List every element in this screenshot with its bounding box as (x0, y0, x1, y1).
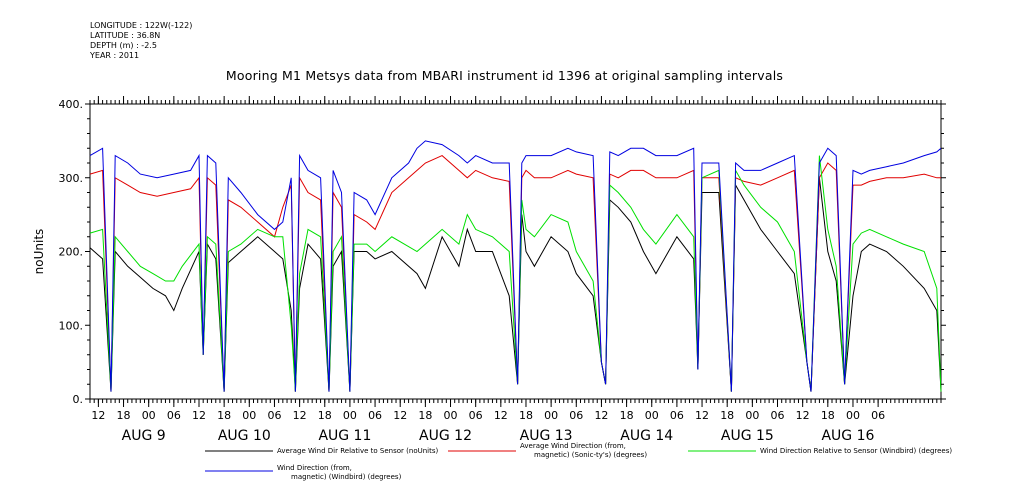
x-day-label: AUG 14 (620, 428, 673, 444)
y-tick-label: 300. (59, 172, 84, 185)
year-text: YEAR : 2011 (90, 51, 140, 60)
x-tick-label: 06 (469, 409, 483, 422)
x-tick-label: 00 (142, 409, 156, 422)
x-tick-label: 18 (418, 409, 432, 422)
x-day-label: AUG 13 (520, 428, 573, 444)
x-tick-label: 00 (343, 409, 357, 422)
legend-label-green: Wind Direction Relative to Sensor (Windb… (760, 447, 952, 456)
x-tick-label: 12 (494, 409, 508, 422)
x-tick-label: 06 (267, 409, 281, 422)
x-tick-label: 18 (821, 409, 835, 422)
x-tick-label: 00 (645, 409, 659, 422)
x-tick-label: 18 (117, 409, 131, 422)
x-tick-label: 00 (444, 409, 458, 422)
x-day-label: AUG 10 (218, 428, 271, 444)
legend (205, 450, 756, 472)
x-tick-label: 18 (519, 409, 533, 422)
y-tick-label: 100. (59, 319, 84, 332)
legend-label-black: Average Wind Dir Relative to Sensor (noU… (277, 447, 438, 456)
series-line-black (89, 177, 942, 392)
x-tick-label: 00 (745, 409, 759, 422)
legend-label-blue: Wind Direction (from, magnetic) (Windbird… (277, 464, 401, 482)
x-tick-label: 00 (846, 409, 860, 422)
x-tick-label: 18 (620, 409, 634, 422)
x-tick-label: 18 (318, 409, 332, 422)
legend-label-line: Average Wind Dir Relative to Sensor (noU… (277, 447, 439, 455)
legend-label-line: Wind Direction Relative to Sensor (Windb… (760, 447, 953, 455)
x-tick-label: 18 (720, 409, 734, 422)
legend-label-line: Wind Direction (from, (277, 464, 352, 472)
x-tick-label: 12 (192, 409, 206, 422)
legend-label-line: magnetic) (Sonic-ty's) (degrees) (534, 451, 648, 459)
y-tick-label: 200. (59, 246, 84, 259)
x-tick-label: 06 (871, 409, 885, 422)
axis-layer: 0. 100. 200. 300. 400. noUnits 12 18 00 06 12 18 00 0… (32, 96, 946, 444)
series-line-blue (89, 140, 942, 392)
y-tick-label: 400. (59, 98, 84, 111)
legend-label-red: Average Wind Direction (from, magnetic) (… (520, 442, 647, 460)
series-line-green (89, 155, 942, 392)
x-tick-label: 12 (594, 409, 608, 422)
x-tick-label: 12 (91, 409, 105, 422)
x-day-label: AUG 15 (721, 428, 774, 444)
depth-text: DEPTH (m) : -2.5 (90, 41, 157, 50)
longitude-text: LONGITUDE : 122W(-122) (90, 21, 193, 30)
x-tick-label: 12 (293, 409, 307, 422)
x-day-label: AUG 9 (122, 428, 166, 444)
metadata-block: LONGITUDE : 122W(-122) LATITUDE : 36.8N … (90, 21, 192, 61)
x-tick-label: 06 (569, 409, 583, 422)
x-tick-label: 06 (670, 409, 684, 422)
legend-label-line: magnetic) (Windbird) (degrees) (291, 473, 402, 481)
x-day-label: AUG 11 (318, 428, 371, 444)
x-tick-label: 12 (796, 409, 810, 422)
x-tick-label: 00 (242, 409, 256, 422)
x-day-label: AUG 16 (821, 428, 874, 444)
chart-title: Mooring M1 Metsys data from MBARI instru… (225, 68, 784, 83)
x-day-label: AUG 12 (419, 428, 472, 444)
y-tick-label: 0. (73, 393, 84, 406)
y-axis-label: noUnits (32, 229, 46, 275)
x-tick-label: 18 (217, 409, 231, 422)
x-tick-label: 12 (393, 409, 407, 422)
legend-label-line: Average Wind Direction (from, (520, 442, 626, 450)
x-tick-label: 12 (695, 409, 709, 422)
x-tick-label: 00 (544, 409, 558, 422)
x-tick-label: 06 (167, 409, 181, 422)
series-layer (89, 140, 942, 392)
x-tick-label: 06 (771, 409, 785, 422)
x-tick-label: 06 (368, 409, 382, 422)
latitude-text: LATITUDE : 36.8N (90, 31, 161, 40)
